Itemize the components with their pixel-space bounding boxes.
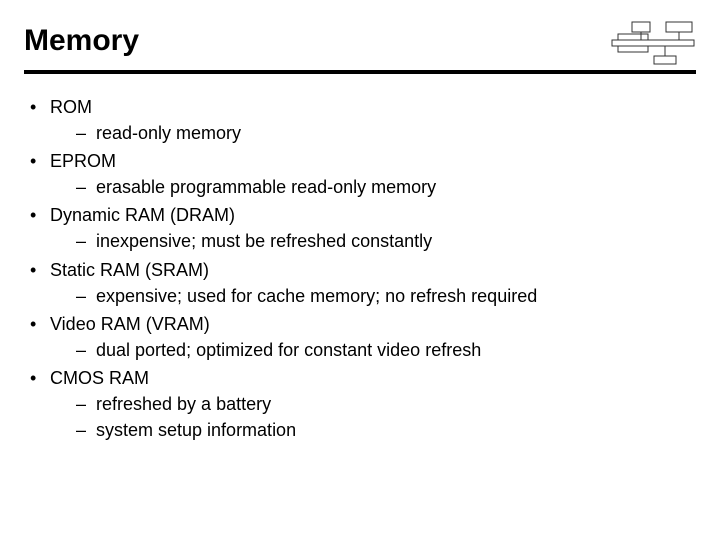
- sub-list: refreshed by a battery system setup info…: [50, 391, 696, 443]
- sub-item: expensive; used for cache memory; no ref…: [50, 283, 696, 309]
- bullet-label: ROM: [50, 97, 92, 117]
- sub-list: expensive; used for cache memory; no ref…: [50, 283, 696, 309]
- bullet-label: Static RAM (SRAM): [50, 260, 209, 280]
- diagram-svg: [610, 20, 696, 68]
- sub-item: refreshed by a battery: [50, 391, 696, 417]
- sub-item: dual ported; optimized for constant vide…: [50, 337, 696, 363]
- bullet-label: Dynamic RAM (DRAM): [50, 205, 235, 225]
- header: Memory: [24, 20, 696, 70]
- sub-item: erasable programmable read-only memory: [50, 174, 696, 200]
- sub-item: system setup information: [50, 417, 696, 443]
- list-item: Video RAM (VRAM) dual ported; optimized …: [24, 311, 696, 363]
- bullet-label: Video RAM (VRAM): [50, 314, 210, 334]
- title-underline: [24, 70, 696, 74]
- sub-list: inexpensive; must be refreshed constantl…: [50, 228, 696, 254]
- content: ROM read-only memory EPROM erasable prog…: [24, 70, 696, 443]
- architecture-diagram-icon: [610, 20, 696, 68]
- bullet-list: ROM read-only memory EPROM erasable prog…: [24, 94, 696, 443]
- slide: Memory ROM read-only memory EPROM erasab…: [0, 0, 720, 540]
- page-title: Memory: [24, 24, 139, 58]
- list-item: EPROM erasable programmable read-only me…: [24, 148, 696, 200]
- list-item: Static RAM (SRAM) expensive; used for ca…: [24, 257, 696, 309]
- list-item: ROM read-only memory: [24, 94, 696, 146]
- sub-list: dual ported; optimized for constant vide…: [50, 337, 696, 363]
- sub-list: read-only memory: [50, 120, 696, 146]
- sub-item: inexpensive; must be refreshed constantl…: [50, 228, 696, 254]
- list-item: CMOS RAM refreshed by a battery system s…: [24, 365, 696, 443]
- sub-item: read-only memory: [50, 120, 696, 146]
- bullet-label: EPROM: [50, 151, 116, 171]
- list-item: Dynamic RAM (DRAM) inexpensive; must be …: [24, 202, 696, 254]
- bullet-label: CMOS RAM: [50, 368, 149, 388]
- sub-list: erasable programmable read-only memory: [50, 174, 696, 200]
